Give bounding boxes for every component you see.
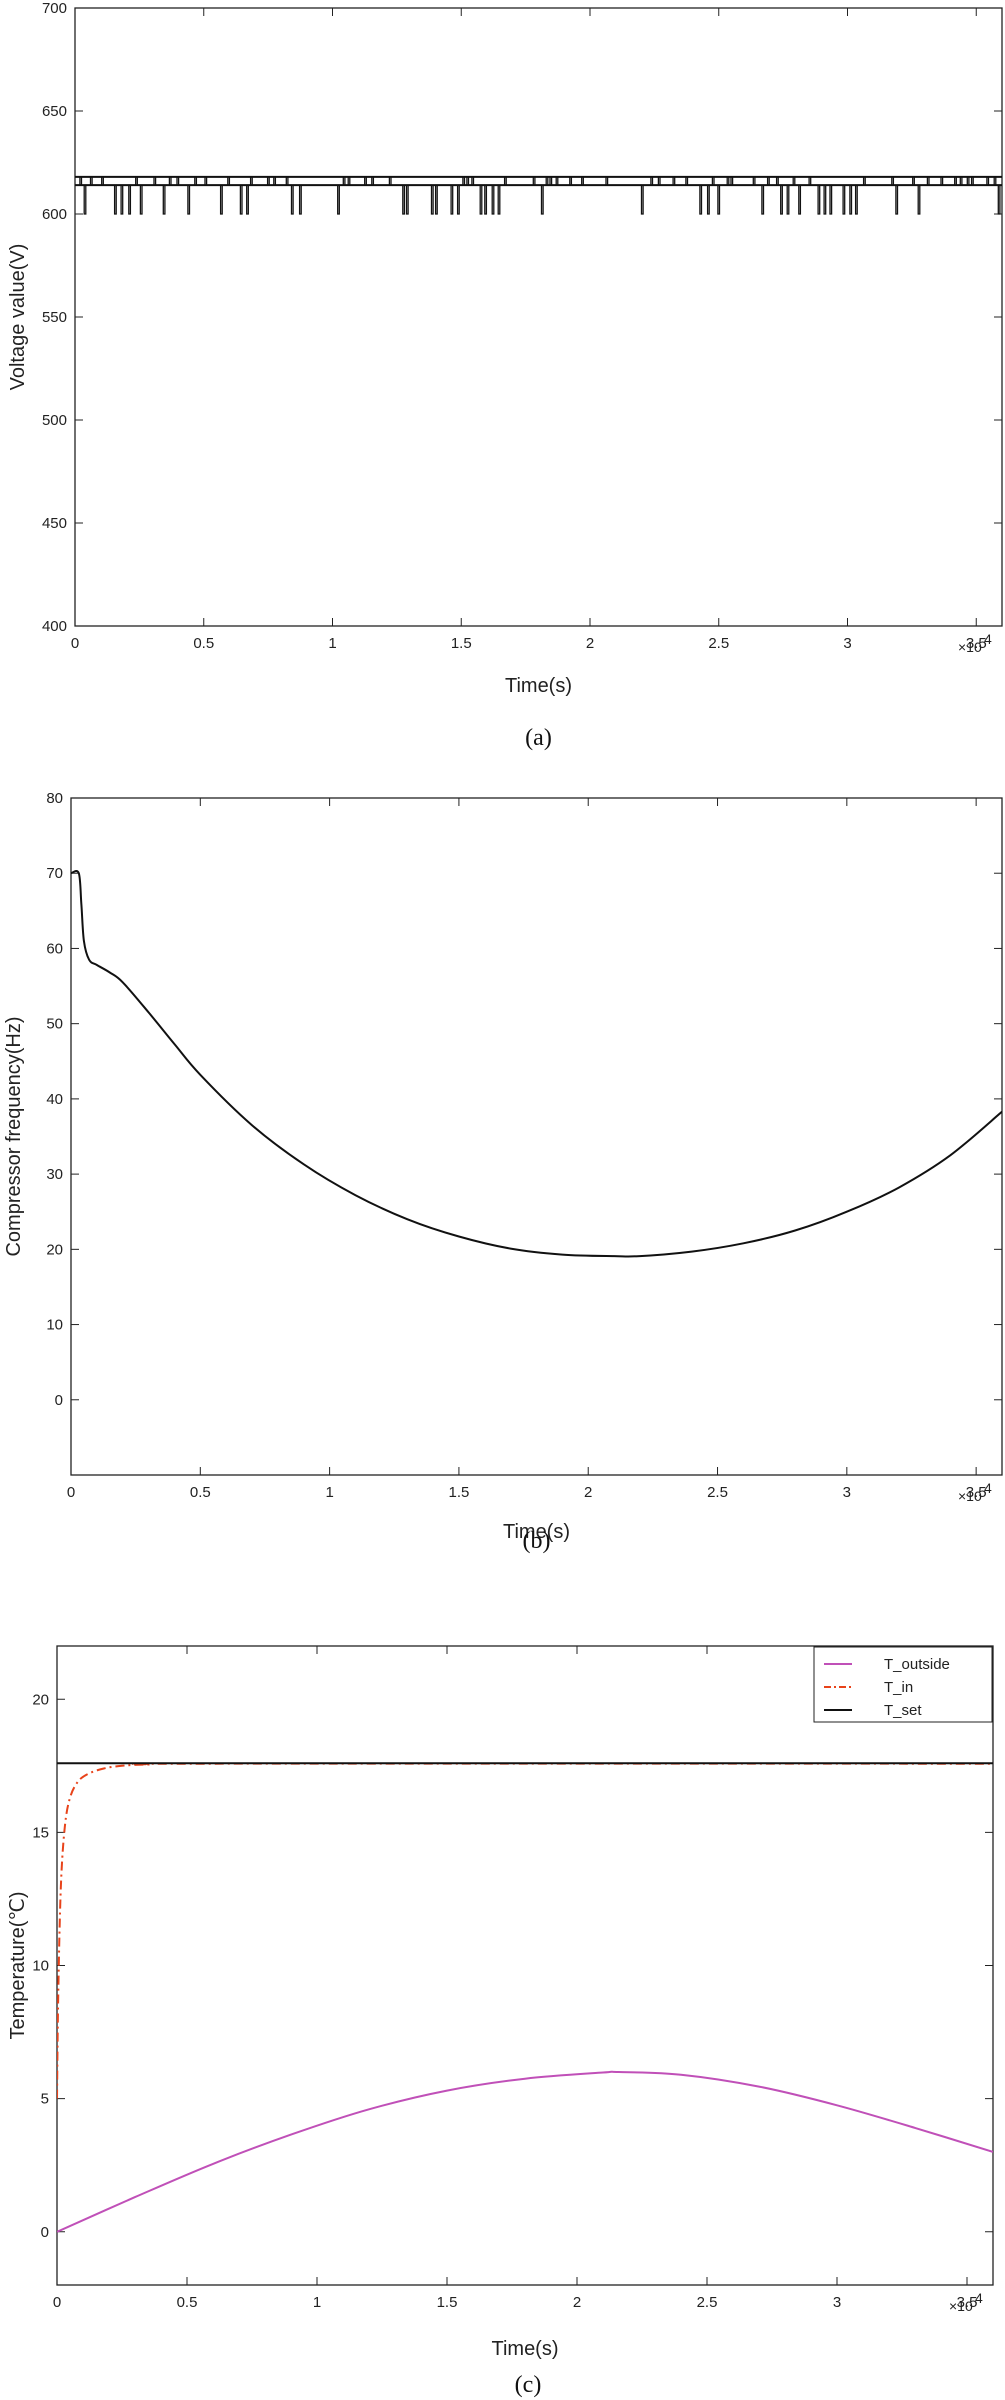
x-tick-label: 1.5 bbox=[437, 2294, 458, 2311]
x-tick-label: 0 bbox=[53, 2294, 61, 2311]
x-tick-label: 3 bbox=[843, 1484, 851, 1501]
x-tick-label: 2.5 bbox=[708, 635, 729, 652]
x-tick-label: 0 bbox=[67, 1484, 75, 1501]
axes-frame bbox=[70, 797, 1003, 1476]
x-tick-label: 3 bbox=[833, 2294, 841, 2311]
x-tick-label: 2 bbox=[584, 1484, 592, 1501]
x-tick-label: 0 bbox=[71, 635, 79, 652]
x-axis-label: Time(s) bbox=[491, 2338, 558, 2360]
y-tick-label: 600 bbox=[42, 206, 67, 223]
y-tick-label: 20 bbox=[32, 1691, 49, 1708]
figure-caption: (c) bbox=[515, 2372, 542, 2398]
y-tick-label: 15 bbox=[32, 1824, 49, 1841]
y-tick-label: 550 bbox=[42, 309, 67, 326]
legend-entry: T_in bbox=[884, 1679, 913, 1696]
x-exponent: 4 bbox=[984, 631, 992, 647]
figure-caption: (a) bbox=[525, 725, 552, 751]
legend-entry: T_set bbox=[884, 1702, 922, 1719]
y-tick-label: 20 bbox=[46, 1241, 63, 1258]
x-tick-label: 2 bbox=[573, 2294, 581, 2311]
y-tick-label: 30 bbox=[46, 1166, 63, 1183]
x-exponent: 4 bbox=[984, 1480, 992, 1496]
y-axis-label: Compressor frequency(Hz) bbox=[3, 1016, 25, 1256]
y-tick-label: 10 bbox=[46, 1317, 63, 1334]
plot-area bbox=[71, 870, 1002, 1258]
plot-area bbox=[75, 175, 1002, 215]
x-tick-label: 1.5 bbox=[451, 635, 472, 652]
x-tick-label: 3.5 bbox=[957, 2294, 978, 2311]
chart-b: 0 0.5 1 1.5 2 2.5 3 3.5 0 10 20 30 40 50 60 70 80 Time(s)… bbox=[3, 790, 1003, 1554]
y-tick-label: 50 bbox=[46, 1016, 63, 1033]
legend-entry: T_outside bbox=[884, 1656, 950, 1673]
plot-area bbox=[57, 1762, 993, 2233]
x-tick-label: 0.5 bbox=[190, 1484, 211, 1501]
x-tick-label: 2 bbox=[586, 635, 594, 652]
series-line-t-outside bbox=[57, 2070, 993, 2233]
figure-caption: (b) bbox=[523, 1528, 551, 1554]
y-axis-label: Temperature(℃) bbox=[7, 1891, 29, 2039]
x-tick-label: 0.5 bbox=[177, 2294, 198, 2311]
x-tick-label: 0.5 bbox=[193, 635, 214, 652]
y-tick-label: 5 bbox=[41, 2091, 49, 2108]
x-tick-label: 2.5 bbox=[697, 2294, 718, 2311]
y-tick-label: 700 bbox=[42, 0, 67, 17]
x-tick-label: 3.5 bbox=[966, 1484, 987, 1501]
x-tick-label: 1 bbox=[313, 2294, 321, 2311]
y-axis-label: Voltage value(V) bbox=[7, 244, 29, 391]
series-line-0 bbox=[71, 870, 1002, 1258]
y-tick-label: 70 bbox=[46, 865, 63, 882]
x-tick-label: 1 bbox=[328, 635, 336, 652]
x-tick-label: 2.5 bbox=[707, 1484, 728, 1501]
x-multiplier: ×10 bbox=[958, 639, 982, 655]
x-exponent: 4 bbox=[975, 2290, 983, 2306]
x-axis-label: Time(s) bbox=[505, 675, 572, 697]
x-tick-label: 3 bbox=[843, 635, 851, 652]
y-tick-label: 0 bbox=[55, 1392, 63, 1409]
y-tick-label: 400 bbox=[42, 618, 67, 635]
y-tick-label: 650 bbox=[42, 103, 67, 120]
x-tick-label: 1 bbox=[325, 1484, 333, 1501]
y-tick-label: 0 bbox=[41, 2224, 49, 2241]
x-axis-label: Time(s) bbox=[503, 1521, 570, 1543]
x-multiplier: ×10 bbox=[958, 1488, 982, 1504]
y-tick-label: 80 bbox=[46, 790, 63, 807]
chart-c: 0 0.5 1 1.5 2 2.5 3 3.5 0 5 10 15 20 Time(s) Temperatu… bbox=[7, 1645, 994, 2398]
legend: T_outside T_in T_set bbox=[813, 1646, 993, 1723]
y-tick-label: 60 bbox=[46, 940, 63, 957]
y-tick-label: 450 bbox=[42, 515, 67, 532]
x-tick-label: 3.5 bbox=[966, 635, 987, 652]
y-tick-label: 500 bbox=[42, 412, 67, 429]
x-multiplier: ×10 bbox=[949, 2298, 973, 2314]
series-line-t-in bbox=[57, 1762, 993, 2099]
y-tick-label: 10 bbox=[32, 1958, 49, 1975]
x-tick-label: 1.5 bbox=[448, 1484, 469, 1501]
y-tick-label: 40 bbox=[46, 1091, 63, 1108]
chart-a: 0 0.5 1 1.5 2 2.5 3 3.5 400 450 500 550 600 650 700 Tim… bbox=[7, 0, 1003, 751]
